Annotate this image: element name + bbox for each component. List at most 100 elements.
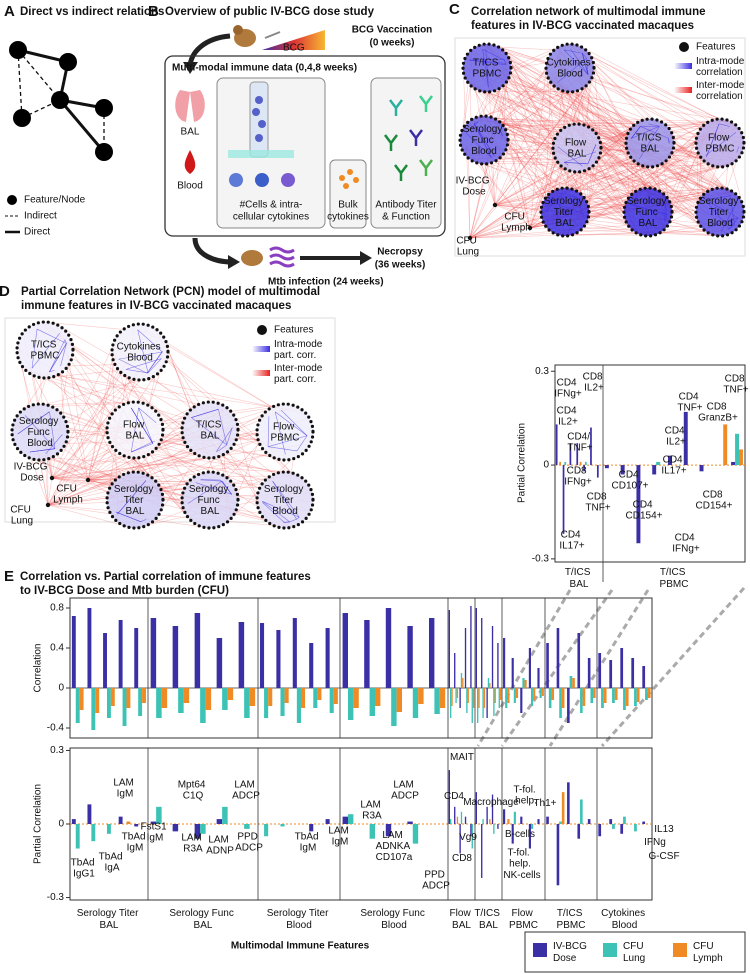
bar bbox=[449, 688, 452, 718]
feature-ring bbox=[180, 400, 240, 460]
y-axis-title: Partial Correlation bbox=[517, 423, 528, 503]
data-box bbox=[164, 55, 446, 237]
node-label: Flow PBMC bbox=[271, 421, 300, 443]
bar bbox=[259, 623, 265, 688]
node bbox=[59, 53, 77, 71]
inter-mode-edge bbox=[479, 44, 715, 189]
annotation: Mpt64 C1Q bbox=[178, 779, 209, 801]
intra-mode-edge bbox=[191, 417, 227, 446]
node-label: Serology Titer BAL bbox=[114, 484, 156, 517]
bar-label: CD8 GranzB+ bbox=[698, 401, 738, 423]
bar bbox=[464, 628, 467, 688]
intra-mode-edge bbox=[275, 411, 308, 436]
bar bbox=[264, 824, 269, 837]
bar bbox=[668, 455, 672, 466]
annotation: T-fol. help. bbox=[513, 784, 538, 806]
intra-mode-edge bbox=[582, 53, 587, 59]
intra-mode-edge bbox=[125, 358, 162, 370]
intra-mode-edge bbox=[191, 408, 219, 418]
inter-mode-edge bbox=[25, 329, 313, 507]
bar bbox=[434, 688, 440, 714]
bar bbox=[364, 620, 370, 688]
inter-mode-edge bbox=[494, 204, 732, 234]
intra-mode-edge bbox=[630, 204, 668, 215]
bar bbox=[325, 628, 330, 688]
bar bbox=[478, 688, 480, 708]
group-label: Serology Titer Blood bbox=[267, 908, 331, 931]
intra-mode-edge bbox=[36, 328, 67, 344]
intra-mode-edge bbox=[482, 49, 489, 88]
inter-mode-edge bbox=[580, 46, 741, 132]
direct-edge bbox=[58, 99, 106, 153]
inter-mode-edge bbox=[671, 209, 697, 216]
legend-label: Intra-mode correlation bbox=[696, 56, 747, 78]
group-label: Serology Titer BAL bbox=[77, 908, 141, 931]
bar bbox=[391, 688, 397, 726]
annotation: IL13 bbox=[654, 824, 674, 835]
y-tick-label: 0 bbox=[58, 683, 64, 694]
inter-mode-edge bbox=[469, 204, 543, 239]
intra-mode-edge bbox=[60, 343, 67, 367]
bar bbox=[456, 816, 459, 824]
module-node bbox=[460, 116, 508, 164]
bar bbox=[276, 630, 281, 688]
node-label: Flow PBMC bbox=[706, 132, 735, 154]
outcome-label: CFU Lung bbox=[10, 504, 33, 526]
intra-mode-edge bbox=[147, 358, 162, 374]
bar bbox=[118, 620, 123, 688]
bar bbox=[524, 680, 527, 688]
bar bbox=[91, 824, 96, 842]
annotation: TbAd IgA bbox=[99, 851, 126, 873]
annotation: LAM ADCP bbox=[232, 779, 260, 801]
label: (36 weeks) bbox=[375, 260, 426, 271]
intra-mode-edge bbox=[274, 411, 286, 455]
outcome-label: CFU Lymph bbox=[53, 483, 83, 505]
node bbox=[9, 41, 27, 59]
bar bbox=[448, 770, 450, 824]
bar bbox=[533, 688, 536, 700]
module-node bbox=[257, 472, 313, 528]
inter-mode-edge bbox=[499, 121, 727, 190]
bar-label: CD4/ TNF+ bbox=[567, 431, 593, 453]
legend-label: Inter-mode part. corr. bbox=[274, 363, 325, 385]
label: cytokines bbox=[327, 212, 369, 223]
bar bbox=[731, 461, 736, 466]
intra-mode-edge bbox=[221, 480, 232, 495]
lungs-icon bbox=[175, 90, 205, 122]
legend-label: CFU Lymph bbox=[693, 941, 723, 964]
bar bbox=[138, 688, 143, 716]
inter-mode-edge bbox=[573, 44, 723, 189]
inter-mode-edge bbox=[494, 91, 565, 206]
inter-mode-edge bbox=[462, 68, 744, 218]
annotation: LAM ADCP bbox=[391, 779, 419, 801]
feature-ring bbox=[539, 186, 591, 238]
intra-mode-edge bbox=[137, 329, 163, 353]
inter-mode-edge bbox=[487, 163, 628, 201]
inter-mode-edge bbox=[469, 120, 641, 239]
intra-mode-edge bbox=[272, 481, 297, 520]
bar bbox=[683, 411, 688, 466]
bar bbox=[739, 449, 743, 466]
bar bbox=[374, 688, 381, 706]
inter-mode-edge bbox=[471, 85, 629, 155]
outcome-label: CFU Lung bbox=[456, 235, 479, 257]
bar bbox=[475, 608, 477, 688]
bar bbox=[656, 461, 661, 466]
bar bbox=[325, 819, 330, 824]
inter-mode-edge bbox=[508, 58, 555, 140]
bar bbox=[604, 465, 609, 469]
inter-mode-edge bbox=[503, 121, 731, 127]
bar-label: CD4 CD154+ bbox=[626, 499, 663, 521]
bar bbox=[264, 688, 269, 718]
inter-mode-edge bbox=[469, 171, 578, 239]
intra-mode-edge bbox=[262, 501, 290, 523]
bar bbox=[396, 688, 402, 712]
bar bbox=[467, 688, 469, 703]
bar bbox=[227, 688, 234, 700]
bar-label: CD8 TNF+ bbox=[723, 373, 748, 395]
bar-label: CD4 IL17+ bbox=[661, 454, 686, 476]
inter-mode-edge bbox=[630, 156, 698, 219]
group-label: Serology Func BAL bbox=[169, 908, 236, 931]
annotation: LAM R3A bbox=[181, 832, 204, 854]
